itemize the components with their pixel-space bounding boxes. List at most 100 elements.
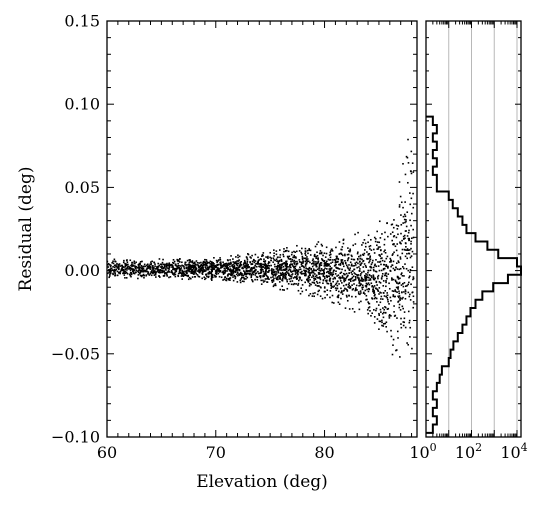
scatter-point xyxy=(271,281,274,284)
scatter-point xyxy=(374,277,377,280)
scatter-point xyxy=(362,286,364,288)
scatter-point xyxy=(321,269,324,272)
scatter-point xyxy=(362,260,364,263)
scatter-point xyxy=(187,266,190,268)
scatter-point xyxy=(387,298,389,301)
scatter-point xyxy=(173,272,176,274)
scatter-point xyxy=(412,295,415,298)
scatter-point xyxy=(380,257,382,260)
scatter-point xyxy=(339,276,341,278)
scatter-point xyxy=(404,289,407,291)
scatter-point xyxy=(175,270,178,273)
scatter-point xyxy=(193,264,195,267)
scatter-point xyxy=(347,283,350,286)
scatter-point xyxy=(190,268,193,270)
scatter-point xyxy=(342,284,345,287)
scatter-point xyxy=(137,274,140,276)
scatter-point xyxy=(189,270,191,273)
scatter-point xyxy=(185,270,187,273)
scatter-point xyxy=(293,254,295,257)
scatter-point xyxy=(214,270,217,272)
scatter-point xyxy=(397,288,399,290)
scatter-point xyxy=(333,276,336,279)
scatter-point xyxy=(146,263,149,266)
scatter-point xyxy=(368,245,371,248)
scatter-point xyxy=(379,282,382,284)
scatter-point xyxy=(407,181,409,184)
scatter-point xyxy=(386,297,389,299)
scatter-point xyxy=(400,323,402,325)
scatter-point xyxy=(363,270,365,273)
scatter-point xyxy=(351,276,354,279)
scatter-point xyxy=(375,297,378,300)
scatter-point xyxy=(181,269,183,272)
scatter-point xyxy=(351,273,353,276)
scatter-point xyxy=(397,278,400,280)
scatter-point xyxy=(315,261,317,263)
scatter-point xyxy=(324,296,326,299)
scatter-point xyxy=(262,266,264,268)
scatter-point xyxy=(361,244,363,246)
scatter-point xyxy=(178,258,181,260)
scatter-point xyxy=(406,342,408,344)
scatter-point xyxy=(385,272,388,274)
scatter-point xyxy=(293,266,295,268)
scatter-point xyxy=(236,262,239,265)
scatter-point xyxy=(167,267,169,269)
scatter-point xyxy=(279,266,281,268)
scatter-point xyxy=(341,259,344,261)
scatter-point xyxy=(237,267,239,270)
scatter-point xyxy=(357,291,360,293)
scatter-point xyxy=(287,250,290,253)
scatter-point xyxy=(339,262,342,265)
scatter-point xyxy=(203,276,206,279)
scatter-point xyxy=(294,265,297,268)
scatter-point xyxy=(315,257,317,260)
scatter-point xyxy=(183,272,185,275)
scatter-point xyxy=(398,181,401,183)
scatter-point xyxy=(391,254,394,256)
scatter-point xyxy=(404,237,406,240)
scatter-point xyxy=(209,260,212,263)
scatter-point xyxy=(221,271,224,274)
scatter-point xyxy=(297,284,299,286)
scatter-point xyxy=(234,276,237,278)
scatter-point xyxy=(238,259,240,261)
scatter-point xyxy=(274,274,277,277)
scatter-point xyxy=(268,261,271,264)
scatter-point xyxy=(351,288,354,291)
scatter-point xyxy=(124,277,126,279)
scatter-point xyxy=(225,267,228,269)
scatter-point xyxy=(406,156,409,159)
scatter-point xyxy=(317,257,319,260)
scatter-point xyxy=(295,277,298,280)
scatter-point xyxy=(108,271,110,273)
scatter-point xyxy=(276,264,279,267)
scatter-point xyxy=(398,292,401,295)
scatter-point xyxy=(129,259,132,262)
scatter-point xyxy=(221,264,224,267)
scatter-point xyxy=(378,220,381,223)
scatter-point xyxy=(401,252,404,255)
scatter-point xyxy=(402,215,405,218)
scatter-point xyxy=(232,276,234,278)
y-tick-label: 0.00 xyxy=(64,261,100,280)
scatter-point xyxy=(312,258,314,260)
scatter-point xyxy=(239,281,242,284)
scatter-point xyxy=(345,288,347,290)
scatter-point xyxy=(230,261,232,264)
scatter-point xyxy=(235,263,238,266)
scatter-point xyxy=(308,268,310,270)
scatter-point xyxy=(308,271,311,274)
scatter-point xyxy=(164,268,167,271)
y-tick-label: −0.10 xyxy=(51,428,100,447)
scatter-point xyxy=(108,276,110,279)
scatter-point xyxy=(136,267,139,269)
scatter-point xyxy=(157,262,159,265)
scatter-point xyxy=(159,276,161,278)
scatter-point xyxy=(176,267,179,270)
scatter-point xyxy=(399,241,401,244)
scatter-point xyxy=(359,263,361,265)
scatter-point xyxy=(153,274,156,276)
scatter-point xyxy=(190,269,193,272)
